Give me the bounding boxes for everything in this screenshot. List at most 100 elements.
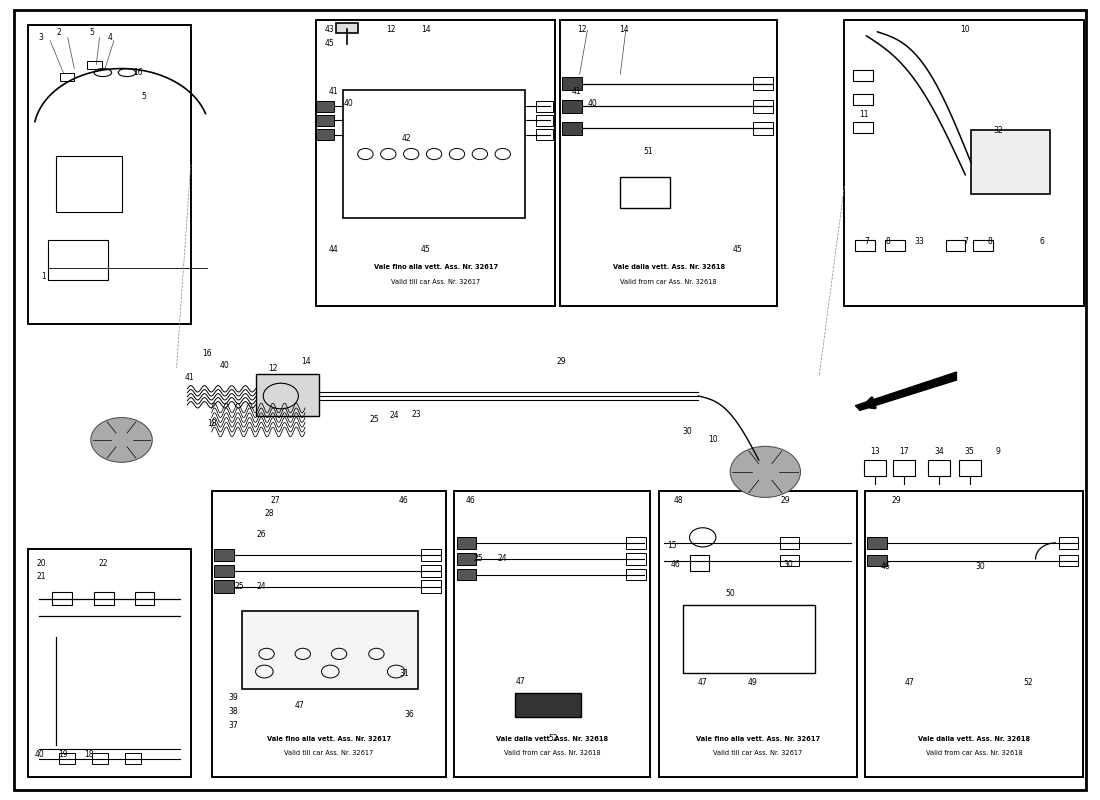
Text: 29: 29 xyxy=(891,496,901,505)
Bar xyxy=(562,100,582,113)
Text: 20: 20 xyxy=(36,559,46,568)
Text: 51: 51 xyxy=(644,147,652,156)
Text: 7: 7 xyxy=(864,238,869,246)
Bar xyxy=(854,94,873,106)
Bar xyxy=(56,157,121,212)
Bar xyxy=(95,593,114,606)
Text: 19: 19 xyxy=(58,750,68,759)
Text: 4: 4 xyxy=(108,33,113,42)
Bar xyxy=(53,593,73,606)
Text: 15: 15 xyxy=(667,541,676,550)
Bar xyxy=(854,70,873,82)
Text: 47: 47 xyxy=(697,678,707,687)
Text: eurosparts: eurosparts xyxy=(464,409,636,471)
Bar xyxy=(854,122,873,134)
Text: 32: 32 xyxy=(993,126,1003,134)
Bar xyxy=(316,20,556,306)
Bar xyxy=(59,753,76,764)
Text: 49: 49 xyxy=(747,678,757,687)
Bar xyxy=(336,23,358,33)
Text: Valid from car Ass. Nr. 32618: Valid from car Ass. Nr. 32618 xyxy=(504,750,601,756)
Text: Valid till car Ass. Nr. 32617: Valid till car Ass. Nr. 32617 xyxy=(392,279,481,285)
Text: 46: 46 xyxy=(880,562,890,571)
Text: 12: 12 xyxy=(386,25,396,34)
Text: 24: 24 xyxy=(498,554,507,563)
Text: 8: 8 xyxy=(886,238,891,246)
Text: 38: 38 xyxy=(229,707,239,716)
Text: 33: 33 xyxy=(914,238,924,246)
Bar xyxy=(959,460,981,476)
Text: 28: 28 xyxy=(264,509,274,518)
Bar xyxy=(974,240,992,251)
Bar xyxy=(213,565,233,578)
Bar xyxy=(845,20,1084,306)
Text: 26: 26 xyxy=(256,530,266,539)
Bar xyxy=(626,570,646,581)
Text: 30: 30 xyxy=(783,560,793,569)
Text: 21: 21 xyxy=(36,572,46,581)
Text: eurosparts: eurosparts xyxy=(464,225,636,288)
Text: 13: 13 xyxy=(870,447,880,457)
Text: 29: 29 xyxy=(557,357,565,366)
Bar xyxy=(659,491,857,777)
Text: Vale dalla vett. Ass. Nr. 32618: Vale dalla vett. Ass. Nr. 32618 xyxy=(613,265,725,270)
Bar xyxy=(421,549,441,562)
Text: Vale fino alla vett. Ass. Nr. 32617: Vale fino alla vett. Ass. Nr. 32617 xyxy=(695,736,820,742)
Text: 11: 11 xyxy=(859,110,869,118)
Text: eurosparts: eurosparts xyxy=(156,409,329,471)
Bar xyxy=(536,115,553,126)
Text: 41: 41 xyxy=(329,87,339,96)
Bar xyxy=(868,538,888,549)
Bar xyxy=(971,130,1049,194)
Bar xyxy=(780,538,800,549)
Bar xyxy=(242,611,418,689)
Bar xyxy=(213,581,233,594)
Text: Vale dalla vett. Ass. Nr. 32618: Vale dalla vett. Ass. Nr. 32618 xyxy=(496,736,608,742)
Bar xyxy=(124,753,141,764)
Text: 31: 31 xyxy=(399,669,409,678)
Text: 23: 23 xyxy=(411,410,421,419)
Text: 5: 5 xyxy=(89,28,95,37)
Bar xyxy=(754,100,773,113)
Bar xyxy=(626,554,646,565)
Bar xyxy=(316,115,333,126)
Bar xyxy=(886,240,905,251)
Text: 45: 45 xyxy=(324,39,334,48)
Circle shape xyxy=(730,446,801,498)
Bar xyxy=(456,538,476,549)
Text: 14: 14 xyxy=(301,357,311,366)
Text: 7: 7 xyxy=(962,238,968,246)
Bar xyxy=(316,130,333,141)
Text: 41: 41 xyxy=(572,87,581,96)
Text: eurosparts: eurosparts xyxy=(156,225,329,288)
Bar xyxy=(29,25,190,324)
Bar xyxy=(683,606,815,673)
Text: 22: 22 xyxy=(98,559,108,568)
Bar xyxy=(60,73,75,81)
Text: 48: 48 xyxy=(673,496,683,505)
Text: 30: 30 xyxy=(976,562,986,571)
Text: 10: 10 xyxy=(707,435,717,445)
Text: eurosparts: eurosparts xyxy=(299,592,471,655)
Bar xyxy=(946,240,966,251)
Text: 12: 12 xyxy=(578,25,586,34)
Text: Valid from car Ass. Nr. 32618: Valid from car Ass. Nr. 32618 xyxy=(926,750,1022,756)
Text: 52: 52 xyxy=(549,734,558,743)
Text: Vale fino alla vett. Ass. Nr. 32617: Vale fino alla vett. Ass. Nr. 32617 xyxy=(266,736,390,742)
Text: 12: 12 xyxy=(268,363,278,373)
Bar xyxy=(562,122,582,135)
Text: 25: 25 xyxy=(474,554,483,563)
Text: 8: 8 xyxy=(987,238,992,246)
Text: 39: 39 xyxy=(229,693,239,702)
Text: 47: 47 xyxy=(904,678,914,687)
Circle shape xyxy=(91,418,152,462)
Bar xyxy=(1058,538,1078,549)
Text: 16: 16 xyxy=(133,68,143,77)
Text: 46: 46 xyxy=(399,496,409,505)
Text: 47: 47 xyxy=(295,701,305,710)
Text: 46: 46 xyxy=(670,560,680,569)
Text: 44: 44 xyxy=(329,246,339,254)
Bar xyxy=(255,374,319,416)
Polygon shape xyxy=(51,342,836,542)
Text: 47: 47 xyxy=(516,677,525,686)
